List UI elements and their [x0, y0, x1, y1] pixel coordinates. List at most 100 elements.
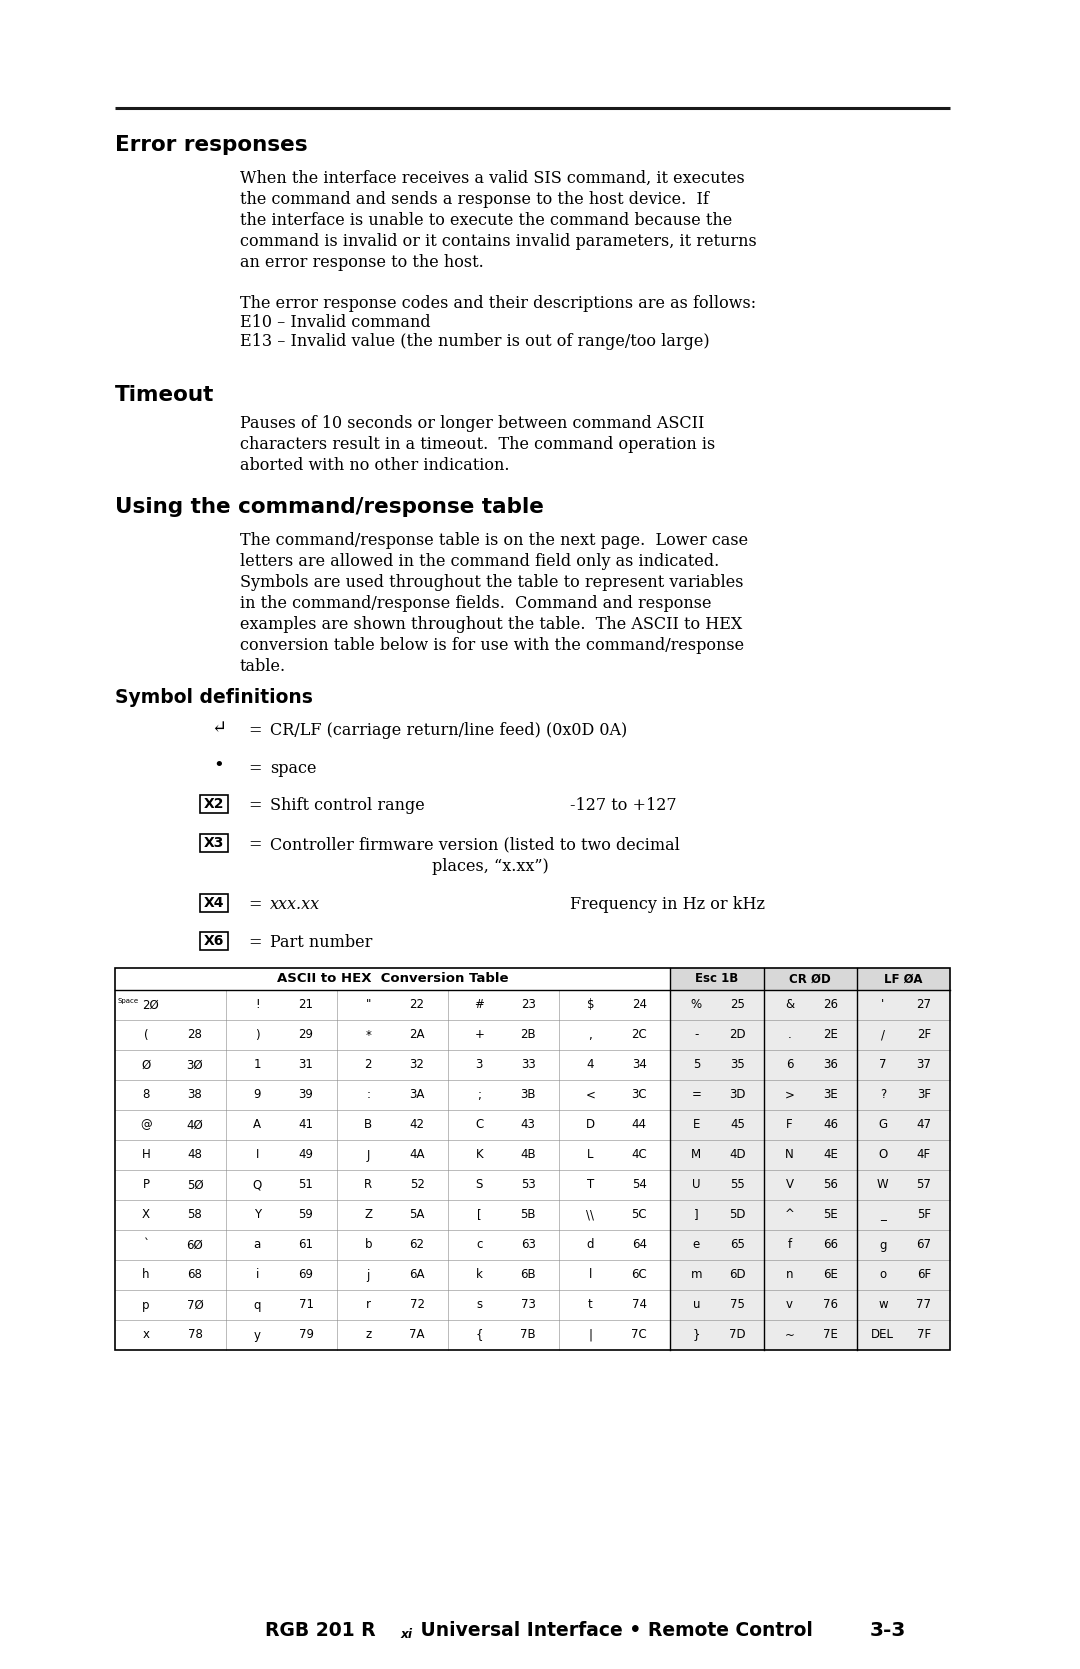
Text: Esc 1B: Esc 1B — [696, 973, 739, 985]
Text: 74: 74 — [632, 1298, 647, 1312]
Text: 3Ø: 3Ø — [187, 1058, 203, 1071]
Text: RGB 201 R: RGB 201 R — [265, 1621, 376, 1639]
Text: v: v — [786, 1298, 793, 1312]
Text: 5Ø: 5Ø — [187, 1178, 203, 1192]
Text: q: q — [254, 1298, 261, 1312]
Text: D: D — [585, 1118, 595, 1132]
Text: •: • — [214, 758, 225, 774]
Text: Using the command/response table: Using the command/response table — [114, 497, 544, 517]
Text: Controller firmware version (listed to two decimal: Controller firmware version (listed to t… — [270, 836, 680, 853]
Text: }: } — [692, 1329, 700, 1342]
Text: _: _ — [880, 1208, 886, 1222]
Text: 64: 64 — [632, 1238, 647, 1252]
Text: =: = — [248, 896, 261, 913]
Text: 6C: 6C — [632, 1268, 647, 1282]
Text: 6F: 6F — [917, 1268, 931, 1282]
Text: b: b — [364, 1238, 372, 1252]
Text: H: H — [141, 1148, 150, 1162]
Text: Symbols are used throughout the table to represent variables: Symbols are used throughout the table to… — [240, 574, 743, 591]
Text: 5B: 5B — [521, 1208, 536, 1222]
Text: k: k — [476, 1268, 483, 1282]
Text: c: c — [476, 1238, 483, 1252]
Text: the command and sends a response to the host device.  If: the command and sends a response to the … — [240, 190, 708, 209]
Text: :: : — [366, 1088, 370, 1102]
Text: 2Ø: 2Ø — [141, 998, 159, 1011]
Text: CR ØD: CR ØD — [789, 973, 831, 985]
Text: 3B: 3B — [521, 1088, 536, 1102]
Text: Q: Q — [253, 1178, 261, 1192]
Text: =: = — [248, 759, 261, 778]
Text: 52: 52 — [409, 1178, 424, 1192]
Text: w: w — [878, 1298, 888, 1312]
Text: 2D: 2D — [729, 1028, 745, 1041]
Text: Part number: Part number — [270, 935, 373, 951]
Text: n: n — [786, 1268, 794, 1282]
Text: L: L — [588, 1148, 594, 1162]
Text: xi: xi — [400, 1629, 411, 1642]
Text: 4B: 4B — [521, 1148, 536, 1162]
Text: P: P — [143, 1178, 150, 1192]
Text: 1: 1 — [254, 1058, 261, 1071]
Text: 28: 28 — [188, 1028, 202, 1041]
Text: 4F: 4F — [917, 1148, 931, 1162]
Bar — [114, 968, 950, 1350]
Bar — [200, 794, 228, 813]
Text: DEL: DEL — [872, 1329, 894, 1342]
Text: B: B — [364, 1118, 373, 1132]
Text: 7B: 7B — [521, 1329, 536, 1342]
Text: 29: 29 — [298, 1028, 313, 1041]
Text: 8: 8 — [143, 1088, 150, 1102]
Bar — [114, 968, 950, 1350]
Text: u: u — [692, 1298, 700, 1312]
Text: |: | — [589, 1329, 592, 1342]
Text: 4C: 4C — [632, 1148, 647, 1162]
Text: 2: 2 — [364, 1058, 372, 1071]
Text: 68: 68 — [188, 1268, 202, 1282]
Text: 57: 57 — [917, 1178, 931, 1192]
Text: z: z — [365, 1329, 372, 1342]
Text: G: G — [878, 1118, 888, 1132]
Text: ~: ~ — [785, 1329, 795, 1342]
Text: I: I — [256, 1148, 259, 1162]
Text: Shift control range: Shift control range — [270, 798, 424, 814]
Text: =: = — [248, 723, 261, 739]
Text: 72: 72 — [409, 1298, 424, 1312]
Text: >: > — [785, 1088, 795, 1102]
Text: \\: \\ — [586, 1208, 594, 1222]
Text: h: h — [143, 1268, 150, 1282]
Text: x: x — [143, 1329, 150, 1342]
Text: 26: 26 — [823, 998, 838, 1011]
Text: 27: 27 — [917, 998, 931, 1011]
Bar — [671, 990, 764, 1350]
Text: 78: 78 — [188, 1329, 202, 1342]
Text: W: W — [877, 1178, 889, 1192]
Text: 5E: 5E — [823, 1208, 838, 1222]
Text: The command/response table is on the next page.  Lower case: The command/response table is on the nex… — [240, 532, 748, 549]
Text: 6B: 6B — [521, 1268, 536, 1282]
Text: ": " — [365, 998, 370, 1011]
Text: ;: ; — [477, 1088, 482, 1102]
Text: space: space — [270, 759, 316, 778]
Text: 31: 31 — [298, 1058, 313, 1071]
Text: 42: 42 — [409, 1118, 424, 1132]
Text: Z: Z — [364, 1208, 373, 1222]
Bar — [200, 834, 228, 851]
Text: Y: Y — [254, 1208, 260, 1222]
Text: X: X — [143, 1208, 150, 1222]
Text: K: K — [475, 1148, 483, 1162]
Text: 7Ø: 7Ø — [187, 1298, 203, 1312]
Text: m: m — [690, 1268, 702, 1282]
Bar — [671, 968, 950, 990]
Text: 6: 6 — [786, 1058, 794, 1071]
Text: 6E: 6E — [823, 1268, 838, 1282]
Text: y: y — [254, 1329, 260, 1342]
Text: conversion table below is for use with the command/response: conversion table below is for use with t… — [240, 638, 744, 654]
Text: aborted with no other indication.: aborted with no other indication. — [240, 457, 510, 474]
Text: t: t — [588, 1298, 593, 1312]
Text: g: g — [879, 1238, 887, 1252]
Text: 7A: 7A — [409, 1329, 424, 1342]
Text: F: F — [786, 1118, 793, 1132]
Text: 4: 4 — [586, 1058, 594, 1071]
Text: Pauses of 10 seconds or longer between command ASCII: Pauses of 10 seconds or longer between c… — [240, 416, 704, 432]
Text: an error response to the host.: an error response to the host. — [240, 254, 484, 270]
